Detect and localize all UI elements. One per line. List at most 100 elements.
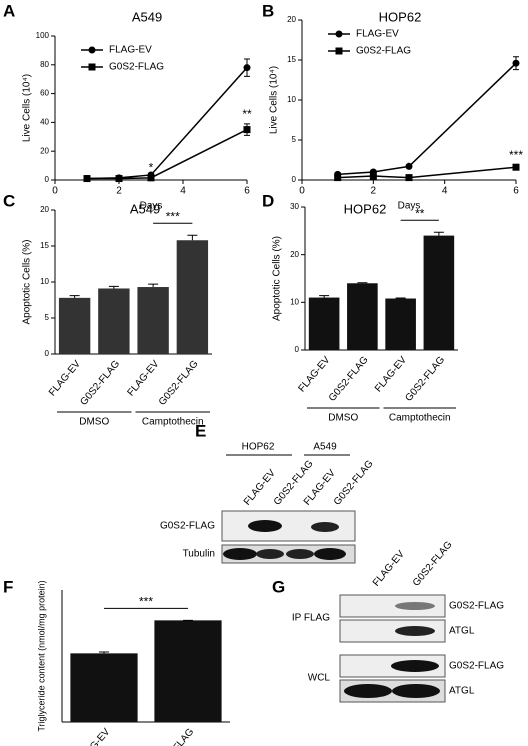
band — [223, 548, 257, 560]
legend-label: G0S2-FLAG — [109, 62, 164, 73]
blot-row — [339, 594, 446, 618]
x-tick-label: 2 — [371, 186, 377, 197]
chart-title: HOP62 — [344, 201, 387, 216]
group-label: WCL — [308, 673, 331, 684]
series-line — [87, 128, 248, 180]
band — [344, 684, 392, 698]
y-tick-label: 15 — [40, 241, 49, 250]
row-label: ATGL — [449, 686, 475, 697]
legend-marker — [335, 30, 343, 38]
error-bar — [187, 234, 198, 241]
y-axis-label: Live Cells (10⁴) — [22, 74, 33, 142]
y-tick-label: 20 — [40, 146, 49, 155]
legend-label: FLAG-EV — [109, 45, 152, 56]
x-tick-label: 6 — [244, 186, 250, 197]
y-tick-label: 20 — [287, 15, 296, 24]
x-tick-label: 0 — [299, 186, 305, 197]
marker — [243, 64, 251, 72]
bar — [137, 287, 169, 354]
x-tick-label: G0S2-FLAG — [153, 726, 197, 746]
error-bar — [319, 295, 330, 298]
marker — [405, 174, 413, 182]
legend-marker — [335, 47, 343, 55]
cell-line: A549 — [313, 442, 337, 453]
x-tick-label: G0S2-FLAG — [327, 354, 371, 403]
blot-g: G FLAG-EV G0S2-FLAG IP FLAG WCL G0S2-FLA… — [272, 539, 504, 703]
band — [248, 520, 282, 532]
y-tick-label: 80 — [40, 60, 49, 69]
y-tick-label: 20 — [290, 250, 299, 259]
y-tick-label: 5 — [292, 135, 297, 144]
x-tick-label: 4 — [180, 186, 186, 197]
band — [395, 602, 435, 610]
panel-letter: F — [3, 577, 13, 596]
y-tick-label: 0 — [292, 175, 297, 184]
x-tick-label: 4 — [442, 186, 448, 197]
x-tick-label: G0S2-FLAG — [157, 358, 201, 407]
series-line — [337, 62, 517, 176]
band — [391, 660, 439, 672]
x-tick-label: FLAG-EV — [373, 354, 409, 394]
lane-label: FLAG-EV — [371, 549, 407, 589]
legend-label: G0S2-FLAG — [356, 46, 411, 57]
y-tick-label: 0 — [295, 345, 300, 354]
group-label: IP FLAG — [292, 613, 330, 624]
error-bar — [148, 283, 159, 288]
marker — [147, 174, 155, 182]
annotation: ** — [242, 107, 252, 121]
x-axis-label: Days — [140, 201, 163, 212]
bar — [70, 653, 138, 722]
y-tick-label: 0 — [45, 349, 50, 358]
group-label: DMSO — [328, 413, 358, 424]
y-tick-label: 60 — [40, 89, 49, 98]
marker — [512, 163, 520, 171]
row-label: Tubulin — [183, 549, 215, 560]
chart-title: HOP62 — [379, 9, 422, 24]
y-tick-label: 10 — [290, 297, 299, 306]
x-tick-label: G0S2-FLAG — [403, 354, 447, 403]
x-tick-label: 6 — [513, 186, 519, 197]
legend-marker — [88, 63, 96, 71]
chart-title: A549 — [130, 201, 160, 216]
band — [392, 684, 440, 698]
x-tick-label: FLAG-EV — [76, 726, 112, 746]
x-tick-label: 0 — [52, 186, 58, 197]
x-axis-label: Days — [398, 201, 421, 212]
row-label: ATGL — [449, 626, 475, 637]
row-label: G0S2-FLAG — [449, 661, 504, 672]
band — [395, 626, 435, 636]
bar — [154, 620, 222, 722]
y-tick-label: 15 — [287, 55, 296, 64]
lane-label: G0S2-FLAG — [332, 458, 376, 507]
blot-row — [339, 619, 446, 643]
band — [286, 549, 314, 559]
annotation: ** — [415, 206, 425, 220]
x-tick-label: FLAG-EV — [297, 354, 333, 394]
x-tick-label: G0S2-FLAG — [78, 358, 122, 407]
panel-letter: G — [272, 577, 285, 596]
chart-title: A549 — [132, 9, 162, 24]
marker — [243, 126, 251, 134]
y-tick-label: 100 — [36, 31, 50, 40]
row-label: G0S2-FLAG — [160, 521, 215, 532]
y-tick-label: 40 — [40, 118, 49, 127]
marker — [83, 175, 91, 183]
band — [311, 522, 339, 532]
group-label: Camptothecin — [389, 413, 451, 424]
error-bar — [433, 231, 444, 236]
legend-marker — [88, 46, 96, 54]
marker — [405, 162, 413, 170]
series-line — [86, 67, 248, 180]
marker — [369, 172, 377, 180]
bar — [385, 298, 416, 350]
panel-letter: B — [262, 1, 274, 20]
marker — [115, 175, 123, 183]
y-tick-label: 20 — [40, 205, 49, 214]
bar — [308, 297, 340, 350]
marker — [512, 59, 520, 67]
annotation: * — [149, 160, 154, 174]
bar — [58, 297, 91, 354]
annotation: * — [407, 160, 412, 174]
